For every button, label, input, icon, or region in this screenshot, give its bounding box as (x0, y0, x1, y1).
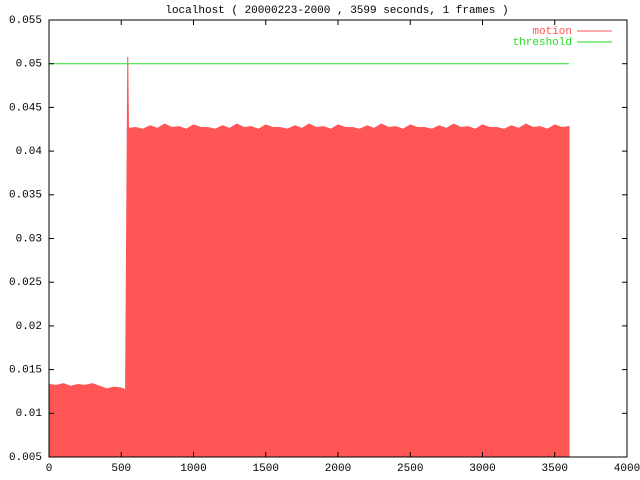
y-tick-label: 0.03 (16, 233, 42, 245)
y-tick-label: 0.035 (9, 190, 42, 202)
x-tick-label: 1500 (253, 463, 279, 475)
y-tick-label: 0.01 (16, 408, 43, 420)
y-tick-label: 0.055 (9, 15, 42, 27)
x-tick-label: 2000 (325, 463, 351, 475)
x-tick-label: 500 (111, 463, 131, 475)
motion-area (48, 56, 570, 458)
y-tick-label: 0.015 (9, 365, 42, 377)
y-tick-label: 0.05 (16, 59, 42, 71)
chart-title: localhost ( 20000223-2000 , 3599 seconds… (165, 5, 508, 17)
x-tick-label: 3500 (542, 463, 568, 475)
legend-label: threshold (513, 37, 572, 49)
x-tick-label: 3000 (469, 463, 495, 475)
x-tick-label: 2500 (397, 463, 423, 475)
y-tick-label: 0.045 (9, 102, 42, 114)
y-tick-label: 0.005 (9, 452, 42, 464)
x-tick-label: 1000 (180, 463, 206, 475)
x-tick-label: 4000 (614, 463, 640, 475)
y-tick-label: 0.02 (16, 321, 42, 333)
x-tick-label: 0 (46, 463, 53, 475)
y-tick-label: 0.04 (16, 146, 43, 158)
y-tick-label: 0.025 (9, 277, 42, 289)
legend-label: motion (532, 26, 572, 38)
